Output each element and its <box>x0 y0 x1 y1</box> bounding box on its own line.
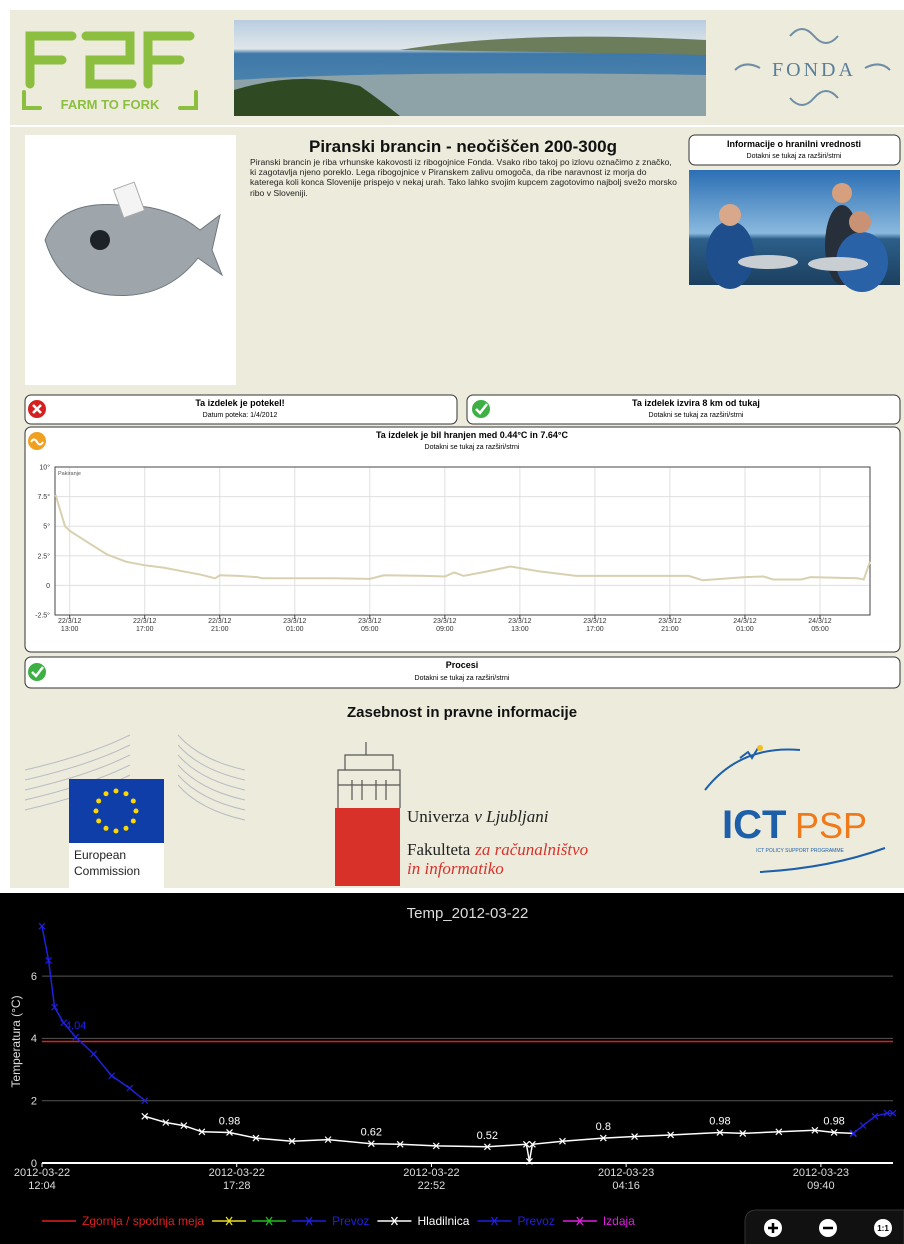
person <box>706 221 754 289</box>
faculty-name: Fakulteta <box>407 840 471 859</box>
faculty-italic: za računalništvo <box>474 840 588 859</box>
ec-text: European <box>74 848 126 862</box>
x-tick-label: 2012-03-22 22:52 <box>391 1167 471 1192</box>
product-description: Piranski brancin je riba vrhunske kakovo… <box>250 157 680 198</box>
x-tick-label: 23/3/12 05:00 <box>348 618 392 634</box>
data-label: 0.8 <box>596 1121 611 1133</box>
data-label: 0.52 <box>477 1130 498 1142</box>
ok-icon <box>28 663 46 681</box>
ok-icon <box>472 400 490 418</box>
legend-label: Pakiranje <box>58 471 81 477</box>
plot-area <box>55 467 870 615</box>
legend-label: Zgornja / spodnja meja <box>82 1214 204 1228</box>
x-tick-label: 23/3/12 13:00 <box>498 618 542 634</box>
ict-subtitle: ICT POLICY SUPPORT PROGRAMME <box>756 848 844 854</box>
head <box>849 211 871 233</box>
landscape-image <box>234 20 706 116</box>
y-tick-label: 4 <box>31 1033 37 1045</box>
x-tick-label: 24/3/12 05:00 <box>798 618 842 634</box>
logo-text: FONDA <box>772 59 856 81</box>
y-tick-label: 2.5° <box>37 552 50 560</box>
x-tick-label: 2012-03-22 17:28 <box>197 1167 277 1192</box>
x-tick-label: 23/3/12 21:00 <box>648 618 692 634</box>
y-tick-label: 6 <box>31 971 37 983</box>
red-block <box>335 808 400 886</box>
data-label: 0.98 <box>823 1115 844 1127</box>
panel-title: Ta izdelek je bil hranjen med 0.44°C in … <box>376 430 569 440</box>
processes-hint: Dotakni se tukaj za razširi/strni <box>415 675 510 682</box>
data-label: 0.98 <box>219 1115 240 1127</box>
fish <box>738 255 798 269</box>
panel-hint: Dotakni se tukaj za razširi/strni <box>425 444 520 451</box>
x-tick-label: 23/3/12 17:00 <box>573 618 617 634</box>
psp-text: PSP <box>795 805 867 846</box>
y-tick-label: 0 <box>46 583 50 590</box>
chart-title: Temp_2012-03-22 <box>407 905 529 922</box>
ec-text: Commission <box>74 864 140 878</box>
star <box>757 745 763 751</box>
reset-label: 1:1 <box>877 1224 889 1233</box>
head <box>832 183 852 203</box>
screen: FARM TO FORK FONDA Piranski brancin - ne… <box>0 0 904 1244</box>
y-tick-label: 5° <box>43 523 50 531</box>
ict-text: ICT <box>722 803 786 847</box>
y-axis-label: Temperatura (°C) <box>9 995 23 1087</box>
button-title: Informacije o hranilni vrednosti <box>727 139 861 149</box>
uni-name-italic: v Ljubljani <box>474 807 548 826</box>
status-subtitle: Datum poteka: 1/4/2012 <box>203 412 278 419</box>
zoom-controls: 1:1 <box>745 1210 904 1244</box>
uni-name: Univerza <box>407 807 470 826</box>
x-tick-label: 23/3/12 01:00 <box>273 618 317 634</box>
x-tick-label: 2012-03-22 12:04 <box>2 1167 82 1192</box>
legend-label: Hladilnica <box>417 1214 469 1228</box>
data-label: 0.98 <box>709 1115 730 1127</box>
faculty-italic: in informatiko <box>407 859 504 878</box>
status-title: Ta izdelek izvira 8 km od tukaj <box>632 398 760 408</box>
x-tick-label: 22/3/12 17:00 <box>123 618 167 634</box>
fish-eye <box>90 230 110 250</box>
data-label: 0.62 <box>361 1127 382 1139</box>
y-tick-label: 7.5° <box>37 493 50 501</box>
y-tick-label: 2 <box>31 1096 37 1108</box>
x-tick-label: 22/3/12 13:00 <box>48 618 92 634</box>
processes-title: Procesi <box>446 660 479 670</box>
legend-label: Izdaja <box>603 1214 635 1228</box>
x-tick-label: 2012-03-23 04:16 <box>586 1167 666 1192</box>
x-tick-label: 23/3/12 09:00 <box>423 618 467 634</box>
button-hint: Dotakni se tukaj za razširi/strni <box>747 153 842 160</box>
footer-title[interactable]: Zasebnost in pravne informacije <box>347 704 577 721</box>
legend-label: Prevoz <box>517 1214 554 1228</box>
status-subtitle: Dotakni se tukaj za razširi/strni <box>649 412 744 419</box>
status-title: Ta izdelek je potekel! <box>195 398 284 408</box>
x-tick-label: 22/3/12 21:00 <box>198 618 242 634</box>
data-label: 4.04 <box>65 1020 86 1032</box>
y-tick-label: 10° <box>39 463 50 471</box>
legend-label: Prevoz <box>332 1214 369 1228</box>
x-tick-label: 24/3/12 01:00 <box>723 618 767 634</box>
x-tick-label: 2012-03-23 09:40 <box>781 1167 861 1192</box>
fish <box>808 257 868 271</box>
head <box>719 204 741 226</box>
fishermen-photo <box>689 170 900 292</box>
logo-text: FARM TO FORK <box>61 97 160 112</box>
product-title: Piranski brancin - neočiščen 200-300g <box>309 137 617 156</box>
